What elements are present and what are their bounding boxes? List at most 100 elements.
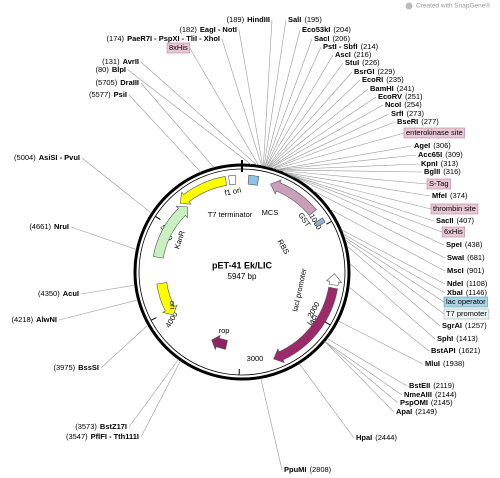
site-position: (2145) <box>431 398 453 407</box>
site-name: SrfI <box>391 109 404 118</box>
feature-label: RBS <box>276 238 292 256</box>
site-line <box>266 46 322 167</box>
tag-box <box>443 296 488 308</box>
site-line <box>58 299 138 321</box>
tag-label: enterokinase site <box>406 128 463 137</box>
site-line <box>267 71 353 168</box>
site-line <box>286 173 435 222</box>
site-label: NmeAIII (2144) <box>404 390 457 399</box>
site-position: (309) <box>445 150 463 159</box>
site-name: BamHI <box>370 84 394 93</box>
site-name: NcoI <box>385 100 401 109</box>
site-line <box>313 190 446 259</box>
site-position: (5705) <box>96 78 118 87</box>
site-name: SphI <box>437 334 453 343</box>
site-name: BglII <box>424 167 440 176</box>
site-label: SacI (206) <box>314 34 350 43</box>
tag-label: 8xHis <box>169 43 188 52</box>
site-line <box>276 154 417 170</box>
site-position: (80) <box>95 65 109 74</box>
site-label: (189) HindIII <box>227 15 270 24</box>
site-position: (182) <box>179 25 197 34</box>
site-position: (306) <box>433 141 451 150</box>
plasmid-name: pET-41 Ek/LIC <box>212 260 273 270</box>
feature-arrow <box>156 282 178 316</box>
site-label: PspOMI (2145) <box>400 398 453 407</box>
site-line <box>268 79 361 168</box>
site-name: DraIII <box>120 78 139 87</box>
site-line <box>140 61 258 166</box>
feature-arrow <box>153 205 188 259</box>
site-position: (4350) <box>38 289 60 298</box>
site-line <box>326 338 408 387</box>
site-line <box>277 163 420 171</box>
site-position: (438) <box>465 240 483 249</box>
site-label: MluI (1938) <box>425 359 465 368</box>
site-name: SpeI <box>446 240 462 249</box>
feature-label: f1 ori <box>224 185 243 197</box>
site-position: (277) <box>421 117 439 126</box>
site-position: (216) <box>354 50 372 59</box>
site-line <box>80 284 135 295</box>
site-position: (229) <box>377 67 395 76</box>
site-position: (2444) <box>375 433 397 442</box>
site-name: Eco53kI <box>302 25 330 34</box>
feature-label: T7 terminator <box>208 210 253 219</box>
logo <box>405 2 413 10</box>
site-line <box>127 69 252 165</box>
sites: (182) EagI - NotI(189) HindIII SalI (195)Eco… <box>11 15 490 474</box>
tag-line <box>274 132 405 170</box>
site-label: BseRI (277) <box>397 117 439 126</box>
site-position: (5004) <box>14 153 36 162</box>
site-label: NcoI (254) <box>385 100 422 109</box>
site-position: (313) <box>441 159 459 168</box>
watermark: Created with SnapGene® <box>416 2 490 10</box>
site-line <box>128 359 179 428</box>
site-line <box>324 341 399 404</box>
tag-line <box>278 170 428 185</box>
feature-arrow <box>273 286 338 364</box>
site-line <box>338 320 424 365</box>
site-position: (5577) <box>89 90 111 99</box>
site-name: PstI - SbfI <box>323 42 358 51</box>
site-position: (174) <box>107 34 125 43</box>
site-line <box>324 341 395 413</box>
site-line <box>265 38 313 167</box>
site-label: (3547) PflFI - Tth111I <box>66 432 139 441</box>
site-line <box>269 88 369 168</box>
site-label: SphI (1413) <box>437 334 478 343</box>
site-label: (3573) BstZ17I <box>75 422 127 431</box>
site-label: MfeI (374) <box>432 191 468 200</box>
tag-line <box>288 174 443 233</box>
tag-box <box>443 308 490 320</box>
site-label: (4661) NruI <box>29 222 69 231</box>
site-line <box>264 29 301 167</box>
site-label: SacII (407) <box>436 216 475 225</box>
site-name: EcoRI <box>362 75 383 84</box>
feature-arrow <box>228 174 237 186</box>
site-position: (273) <box>407 109 425 118</box>
site-label: (3975) BssSI <box>53 363 99 372</box>
site-label: BstAPI (1621) <box>431 346 481 355</box>
site-position: (226) <box>362 58 380 67</box>
site-line <box>277 169 423 173</box>
site-label: (80) BlpI <box>95 65 126 74</box>
site-line <box>221 38 262 166</box>
tag-label: T7 promoter <box>446 309 487 318</box>
site-position: (901) <box>467 266 485 275</box>
site-line <box>128 94 202 173</box>
site-label: ApaI (2149) <box>396 407 437 416</box>
site-position: (195) <box>304 15 322 24</box>
site-name: XbaI <box>447 288 463 297</box>
site-name: SwaI <box>447 253 464 262</box>
site-name: BstZ17I <box>100 422 127 431</box>
site-position: (1938) <box>443 359 465 368</box>
site-position: (214) <box>361 42 379 51</box>
site-label: NdeI (1108) <box>447 279 488 288</box>
site-position: (206) <box>332 34 350 43</box>
site-position: (316) <box>443 167 461 176</box>
site-position: (374) <box>450 191 468 200</box>
site-name: BseRI <box>397 117 418 126</box>
site-label: StuI (226) <box>345 58 380 67</box>
feature-arrow <box>325 273 343 286</box>
